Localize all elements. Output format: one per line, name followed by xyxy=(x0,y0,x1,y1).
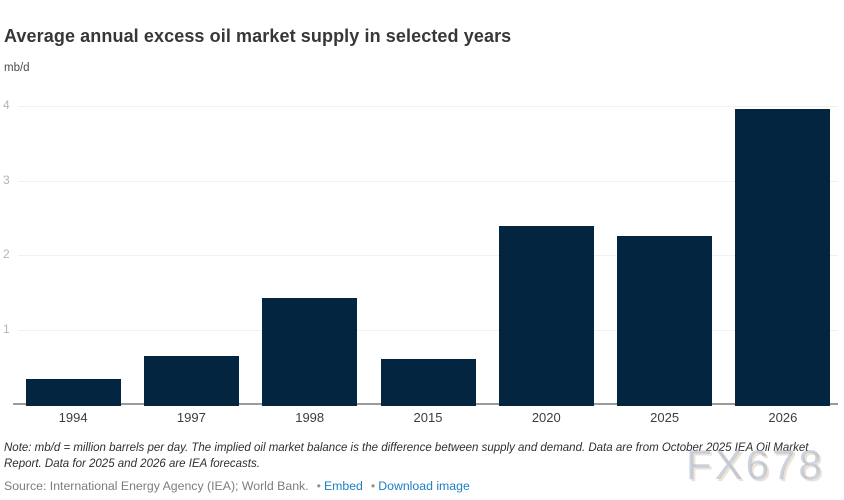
y-tick-label: 4 xyxy=(3,98,10,112)
x-tick-label: 2020 xyxy=(531,410,561,425)
source-row: Source: International Energy Agency (IEA… xyxy=(4,479,843,493)
y-tick-label: 1 xyxy=(3,321,10,336)
gridline xyxy=(18,255,838,256)
bar-2015 xyxy=(380,359,476,406)
download-image-link[interactable]: Download image xyxy=(378,479,470,493)
x-tick-label: 1994 xyxy=(58,410,88,425)
embed-link[interactable]: Embed xyxy=(323,479,363,493)
bullet-icon: • xyxy=(316,479,321,493)
gridline xyxy=(18,329,838,331)
gridline xyxy=(18,180,838,182)
note-text: Note: mb/d = million barrels per day. Th… xyxy=(4,442,809,470)
x-tick-label: 1998 xyxy=(295,410,325,425)
y-tick-label: 3 xyxy=(3,172,10,187)
bullet-icon: • xyxy=(370,479,376,493)
bar-2020 xyxy=(498,225,594,406)
chart-title: Average annual excess oil market supply … xyxy=(4,26,512,46)
plot-area: 1 2 3 4 1994 1997 1998 2015 2020 2025 2026 xyxy=(3,98,838,425)
y-tick-label: 2 xyxy=(3,247,10,261)
source-text: Source: International Energy Agency (IEA… xyxy=(4,479,309,493)
x-tick-label: 2025 xyxy=(650,410,680,425)
x-tick-label: 2015 xyxy=(413,410,443,425)
bar-1997 xyxy=(143,356,239,406)
bar-2025 xyxy=(617,236,713,406)
chart-unit-label: mb/d xyxy=(4,62,30,74)
x-tick-label: 2026 xyxy=(768,410,798,425)
gridline xyxy=(18,106,838,107)
bar-1998 xyxy=(262,297,358,406)
bar-2026 xyxy=(735,109,831,406)
x-tick-label: 1997 xyxy=(176,410,206,425)
bar-1994 xyxy=(25,378,121,406)
